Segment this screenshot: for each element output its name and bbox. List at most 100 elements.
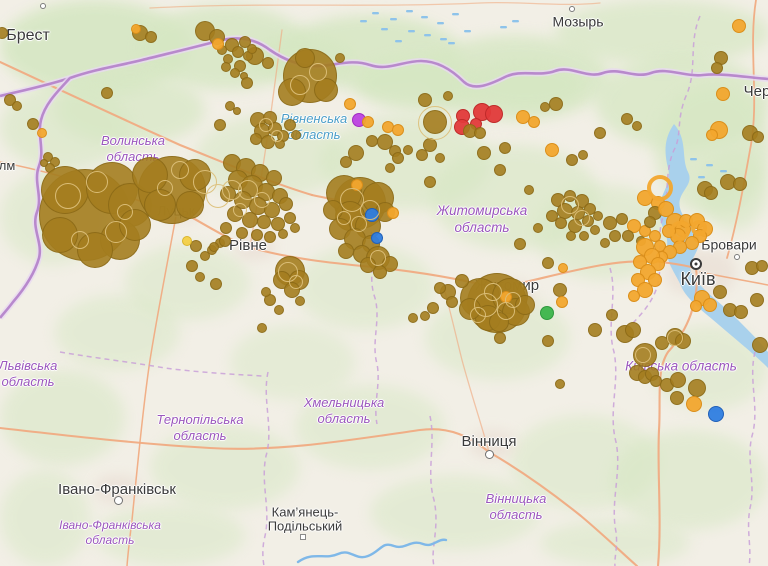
data-marker[interactable] [278,229,288,239]
data-marker[interactable] [553,283,567,297]
data-marker[interactable] [594,127,606,139]
data-marker[interactable] [435,153,445,163]
data-marker[interactable] [344,98,356,110]
data-marker[interactable] [251,229,263,241]
data-marker[interactable] [622,230,634,242]
data-marker[interactable] [12,101,22,111]
data-marker[interactable] [261,287,271,297]
data-marker[interactable] [371,232,383,244]
data-marker[interactable] [50,157,60,167]
data-marker[interactable] [593,211,603,221]
data-marker[interactable] [555,217,567,229]
data-marker[interactable] [236,227,248,239]
data-marker[interactable] [648,273,662,287]
data-marker[interactable] [637,282,653,298]
data-marker[interactable] [716,87,730,101]
data-marker[interactable] [732,19,746,33]
data-marker[interactable] [195,272,205,282]
data-marker[interactable] [434,282,446,294]
data-marker[interactable] [338,243,354,259]
data-marker[interactable] [408,313,418,323]
data-marker[interactable] [40,159,48,167]
data-marker[interactable] [616,213,628,225]
data-marker[interactable] [545,143,559,157]
data-marker[interactable] [335,53,345,63]
data-marker[interactable] [221,62,231,72]
data-marker[interactable] [628,290,640,302]
data-marker[interactable] [392,124,404,136]
data-marker[interactable] [752,131,764,143]
data-marker[interactable] [247,44,257,54]
data-marker[interactable] [420,311,430,321]
data-marker[interactable] [499,142,511,154]
data-marker[interactable] [416,149,428,161]
data-marker[interactable] [546,210,558,222]
data-marker[interactable] [176,191,204,219]
data-marker[interactable] [686,396,702,412]
data-marker[interactable] [690,300,702,312]
data-marker[interactable] [542,335,554,347]
data-marker[interactable] [477,146,491,160]
data-marker[interactable] [295,296,305,306]
data-marker[interactable] [144,189,176,221]
data-marker[interactable] [279,197,293,211]
data-marker[interactable] [606,309,618,321]
data-marker[interactable] [688,379,706,397]
data-marker[interactable] [225,101,235,111]
data-marker[interactable] [230,68,240,78]
data-marker[interactable] [241,77,253,89]
data-marker[interactable] [274,305,284,315]
data-marker[interactable] [578,150,588,160]
data-marker[interactable] [427,302,439,314]
data-marker[interactable] [555,379,565,389]
data-marker[interactable] [37,128,47,138]
data-marker[interactable] [590,225,600,235]
data-marker[interactable] [514,238,526,250]
data-marker[interactable] [200,251,210,261]
data-marker[interactable] [632,121,642,131]
data-marker[interactable] [366,135,378,147]
data-marker[interactable] [0,27,8,39]
data-marker[interactable] [540,306,554,320]
data-marker[interactable] [209,242,219,252]
data-marker[interactable] [524,185,534,195]
data-marker[interactable] [756,260,768,272]
data-marker[interactable] [644,216,656,228]
data-marker[interactable] [145,31,157,43]
data-marker[interactable] [455,274,469,288]
data-marker[interactable] [609,230,621,242]
data-marker[interactable] [703,298,717,312]
data-marker[interactable] [131,24,141,34]
data-marker[interactable] [685,236,699,250]
data-marker[interactable] [528,116,540,128]
data-marker[interactable] [266,170,282,186]
data-marker[interactable] [291,130,301,140]
data-marker[interactable] [101,87,113,99]
data-marker[interactable] [750,293,764,307]
data-marker[interactable] [588,323,602,337]
data-marker[interactable] [182,236,192,246]
data-marker[interactable] [284,212,296,224]
data-marker[interactable] [284,119,296,131]
data-marker[interactable] [233,107,241,115]
data-marker[interactable] [752,337,768,353]
data-marker[interactable] [264,231,276,243]
data-marker[interactable] [186,260,198,272]
data-marker[interactable] [670,391,684,405]
data-marker[interactable] [566,154,578,166]
data-marker[interactable] [566,231,576,241]
data-marker[interactable] [711,62,723,74]
data-marker[interactable] [424,176,436,188]
data-marker[interactable] [220,222,232,234]
data-marker[interactable] [625,322,641,338]
data-marker[interactable] [704,186,718,200]
data-marker[interactable] [212,38,224,50]
data-marker[interactable] [214,119,226,131]
data-marker[interactable] [190,240,202,252]
data-marker[interactable] [474,127,486,139]
data-marker[interactable] [392,152,404,164]
data-marker[interactable] [340,156,352,168]
data-marker[interactable] [549,97,563,111]
data-marker[interactable] [446,296,458,308]
data-marker[interactable] [733,177,747,191]
